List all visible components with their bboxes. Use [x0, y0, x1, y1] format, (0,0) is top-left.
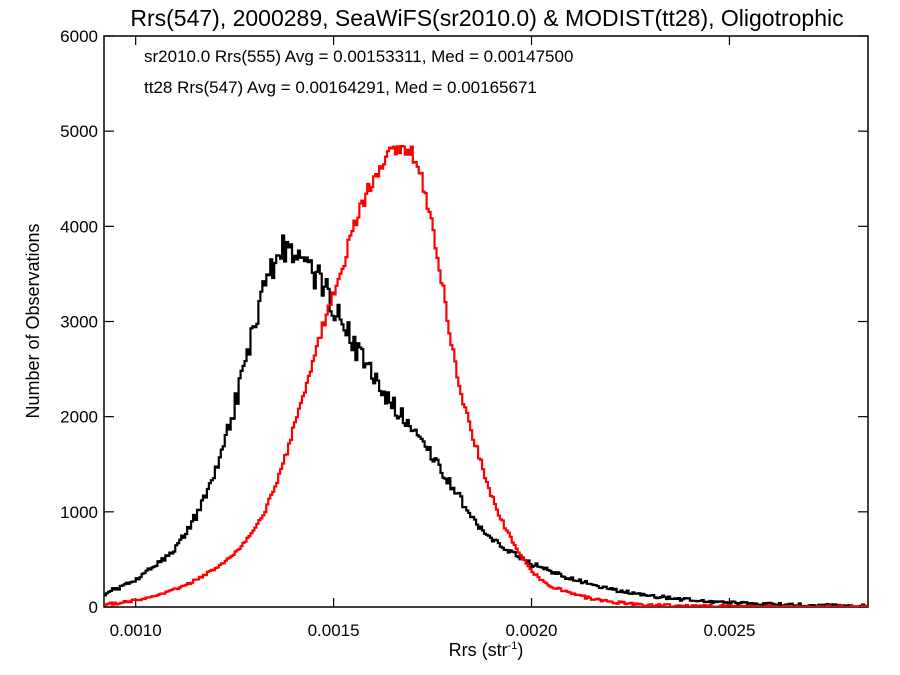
- x-tick-label: 0.0025: [703, 621, 755, 640]
- plot-frame: [103, 35, 869, 608]
- y-tick-label: 0: [89, 598, 98, 617]
- legend-entry-tt28: tt28 Rrs(547) Avg = 0.00164291, Med = 0.…: [144, 78, 537, 97]
- series-line-tt28: [104, 145, 868, 607]
- y-tick-label: 3000: [60, 313, 98, 332]
- series-line-sr2010: [104, 234, 868, 607]
- y-tick-label: 1000: [60, 503, 98, 522]
- axis-ticks: [104, 35, 868, 608]
- y-tick-label: 4000: [60, 217, 98, 236]
- x-axis-label-main: Rrs (str: [449, 640, 508, 660]
- legend-entry-sr2010: sr2010.0 Rrs(555) Avg = 0.00153311, Med …: [144, 47, 573, 66]
- x-tick-label: 0.0010: [110, 621, 162, 640]
- x-tick-label: 0.0020: [506, 621, 558, 640]
- y-tick-label: 2000: [60, 408, 98, 427]
- y-axis-label: Number of Observations: [23, 223, 43, 418]
- x-tick-label: 0.0015: [308, 621, 360, 640]
- y-tick-label: 6000: [60, 27, 98, 46]
- chart-title: Rrs(547), 2000289, SeaWiFS(sr2010.0) & M…: [130, 5, 843, 31]
- y-tick-label: 5000: [60, 122, 98, 141]
- x-axis-label: Rrs (str-1): [449, 640, 524, 660]
- axis-tick-labels: 0.0010 0.0015 0.0020 0.0025 0 1000 2000 3000 400…: [60, 27, 755, 640]
- x-axis-label-superscript: -1: [508, 640, 518, 652]
- x-axis-label-close: ): [517, 640, 523, 660]
